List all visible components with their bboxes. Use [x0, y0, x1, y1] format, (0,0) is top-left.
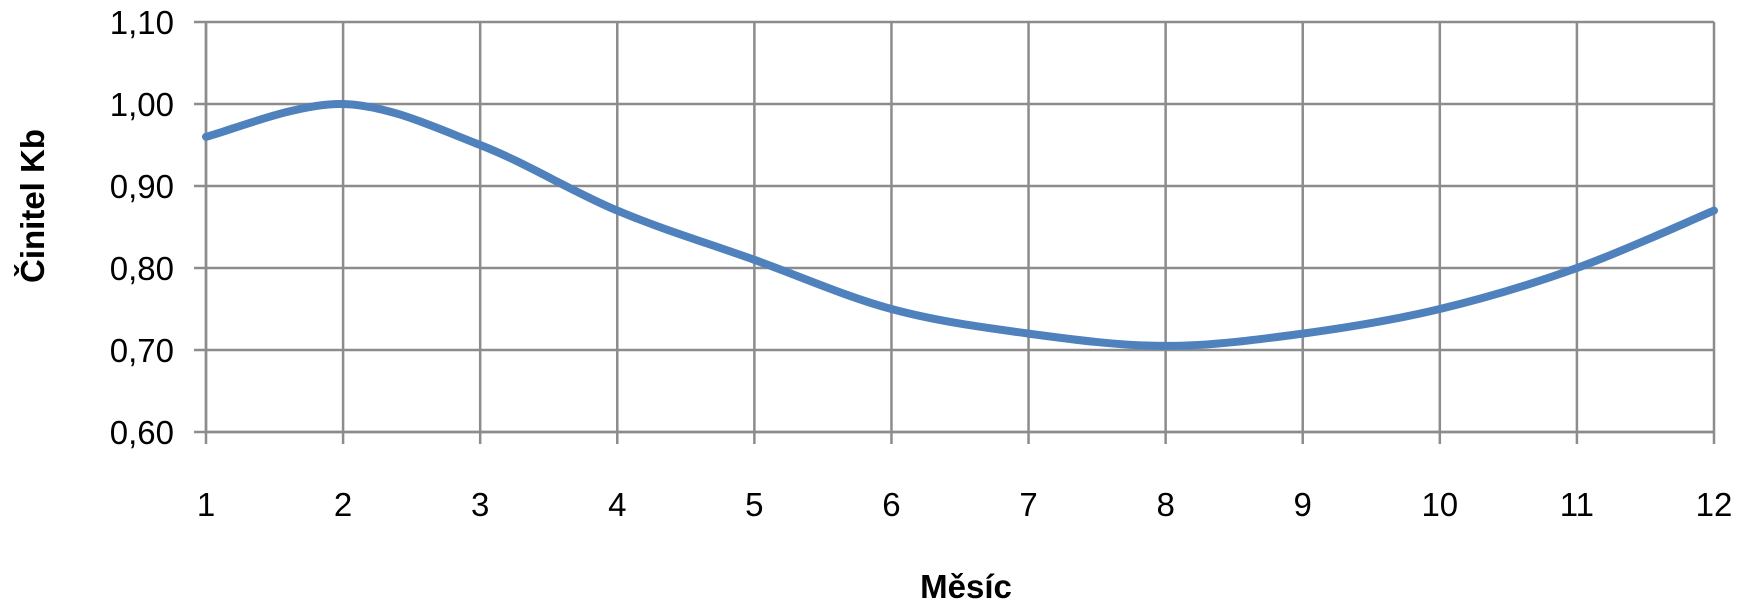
- x-tick-label: 4: [608, 486, 626, 523]
- axes: [204, 22, 1714, 434]
- x-axis-tick-marks: [204, 432, 1716, 444]
- y-axis-title: Činitel Kb: [13, 129, 51, 283]
- vertical-gridlines: [204, 22, 1716, 432]
- x-tick-label: 2: [334, 486, 352, 523]
- x-axis-title: Měsíc: [920, 568, 1012, 605]
- x-tick-label: 11: [1560, 486, 1594, 523]
- data-series: [202, 99, 1718, 350]
- horizontal-gridlines: [194, 20, 1714, 434]
- x-tick-label: 7: [1019, 486, 1037, 523]
- y-tick-label: 1,00: [110, 86, 174, 123]
- x-tick-label: 8: [1156, 486, 1174, 523]
- x-tick-label: 10: [1421, 486, 1458, 523]
- x-tick-label: 12: [1696, 486, 1733, 523]
- y-axis-tick-labels: 0,60 0,70 0,80 0,90 1,00 1,10: [110, 4, 174, 451]
- y-tick-label: 0,80: [110, 250, 174, 287]
- x-tick-label: 6: [882, 486, 900, 523]
- y-tick-label: 0,90: [110, 168, 174, 205]
- x-tick-label: 9: [1294, 486, 1312, 523]
- y-tick-label: 1,10: [110, 4, 174, 41]
- y-tick-label: 0,70: [110, 332, 174, 369]
- x-tick-label: 1: [197, 486, 215, 523]
- series-line: [202, 99, 1718, 350]
- x-tick-label: 5: [745, 486, 763, 523]
- x-tick-label: 3: [471, 486, 489, 523]
- y-tick-label: 0,60: [110, 414, 174, 451]
- x-axis-tick-labels: 1 2 3 4 5 6 7 8 9 10 11 12: [197, 486, 1733, 523]
